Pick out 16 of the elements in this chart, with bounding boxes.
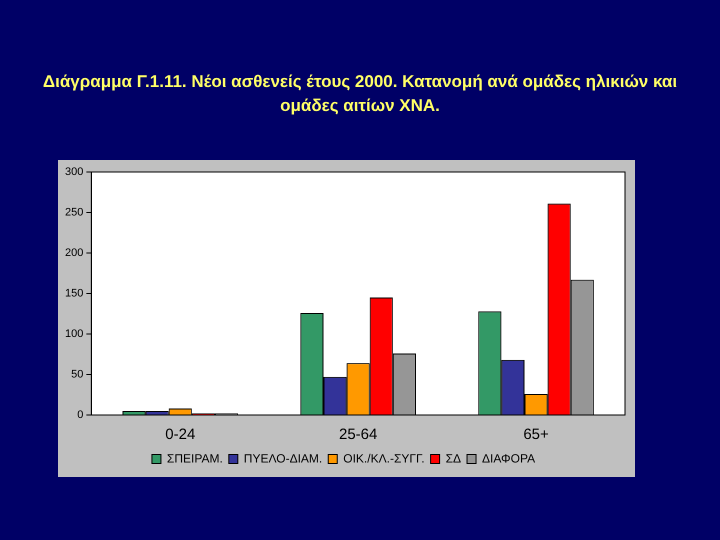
legend-label: ΣΠΕΙΡΑΜ. bbox=[166, 451, 223, 466]
x-tick-label: 0-24 bbox=[165, 426, 196, 444]
y-tick-label: 300 bbox=[64, 166, 84, 178]
y-tick-label: 150 bbox=[64, 288, 84, 300]
y-tick-label: 0 bbox=[77, 409, 84, 422]
y-tick-label: 50 bbox=[71, 368, 84, 381]
x-tick-label: 25-64 bbox=[338, 426, 378, 444]
y-tick-label: 250 bbox=[64, 206, 84, 219]
legend-label: ΣΔ bbox=[446, 451, 462, 466]
x-tick-label: 65+ bbox=[523, 426, 550, 444]
legend-label: ΔΙΑΦΟΡΑ bbox=[482, 451, 536, 466]
chart-title: Διάγραμμα Γ.1.11. Νέοι ασθενείς έτους 2000. Κατανομή ανά ομάδες ηλικιών και ομάδες αιτίων ΧΝΑ. bbox=[42, 71, 678, 117]
legend-label: ΠΥΕΛΟ-ΔΙΑΜ. bbox=[244, 451, 322, 466]
y-tick-label: 100 bbox=[64, 328, 84, 340]
legend-label: ΟΙΚ./ΚΛ.-ΣΥΓΓ. bbox=[343, 451, 425, 466]
y-tick-label: 200 bbox=[64, 247, 84, 260]
